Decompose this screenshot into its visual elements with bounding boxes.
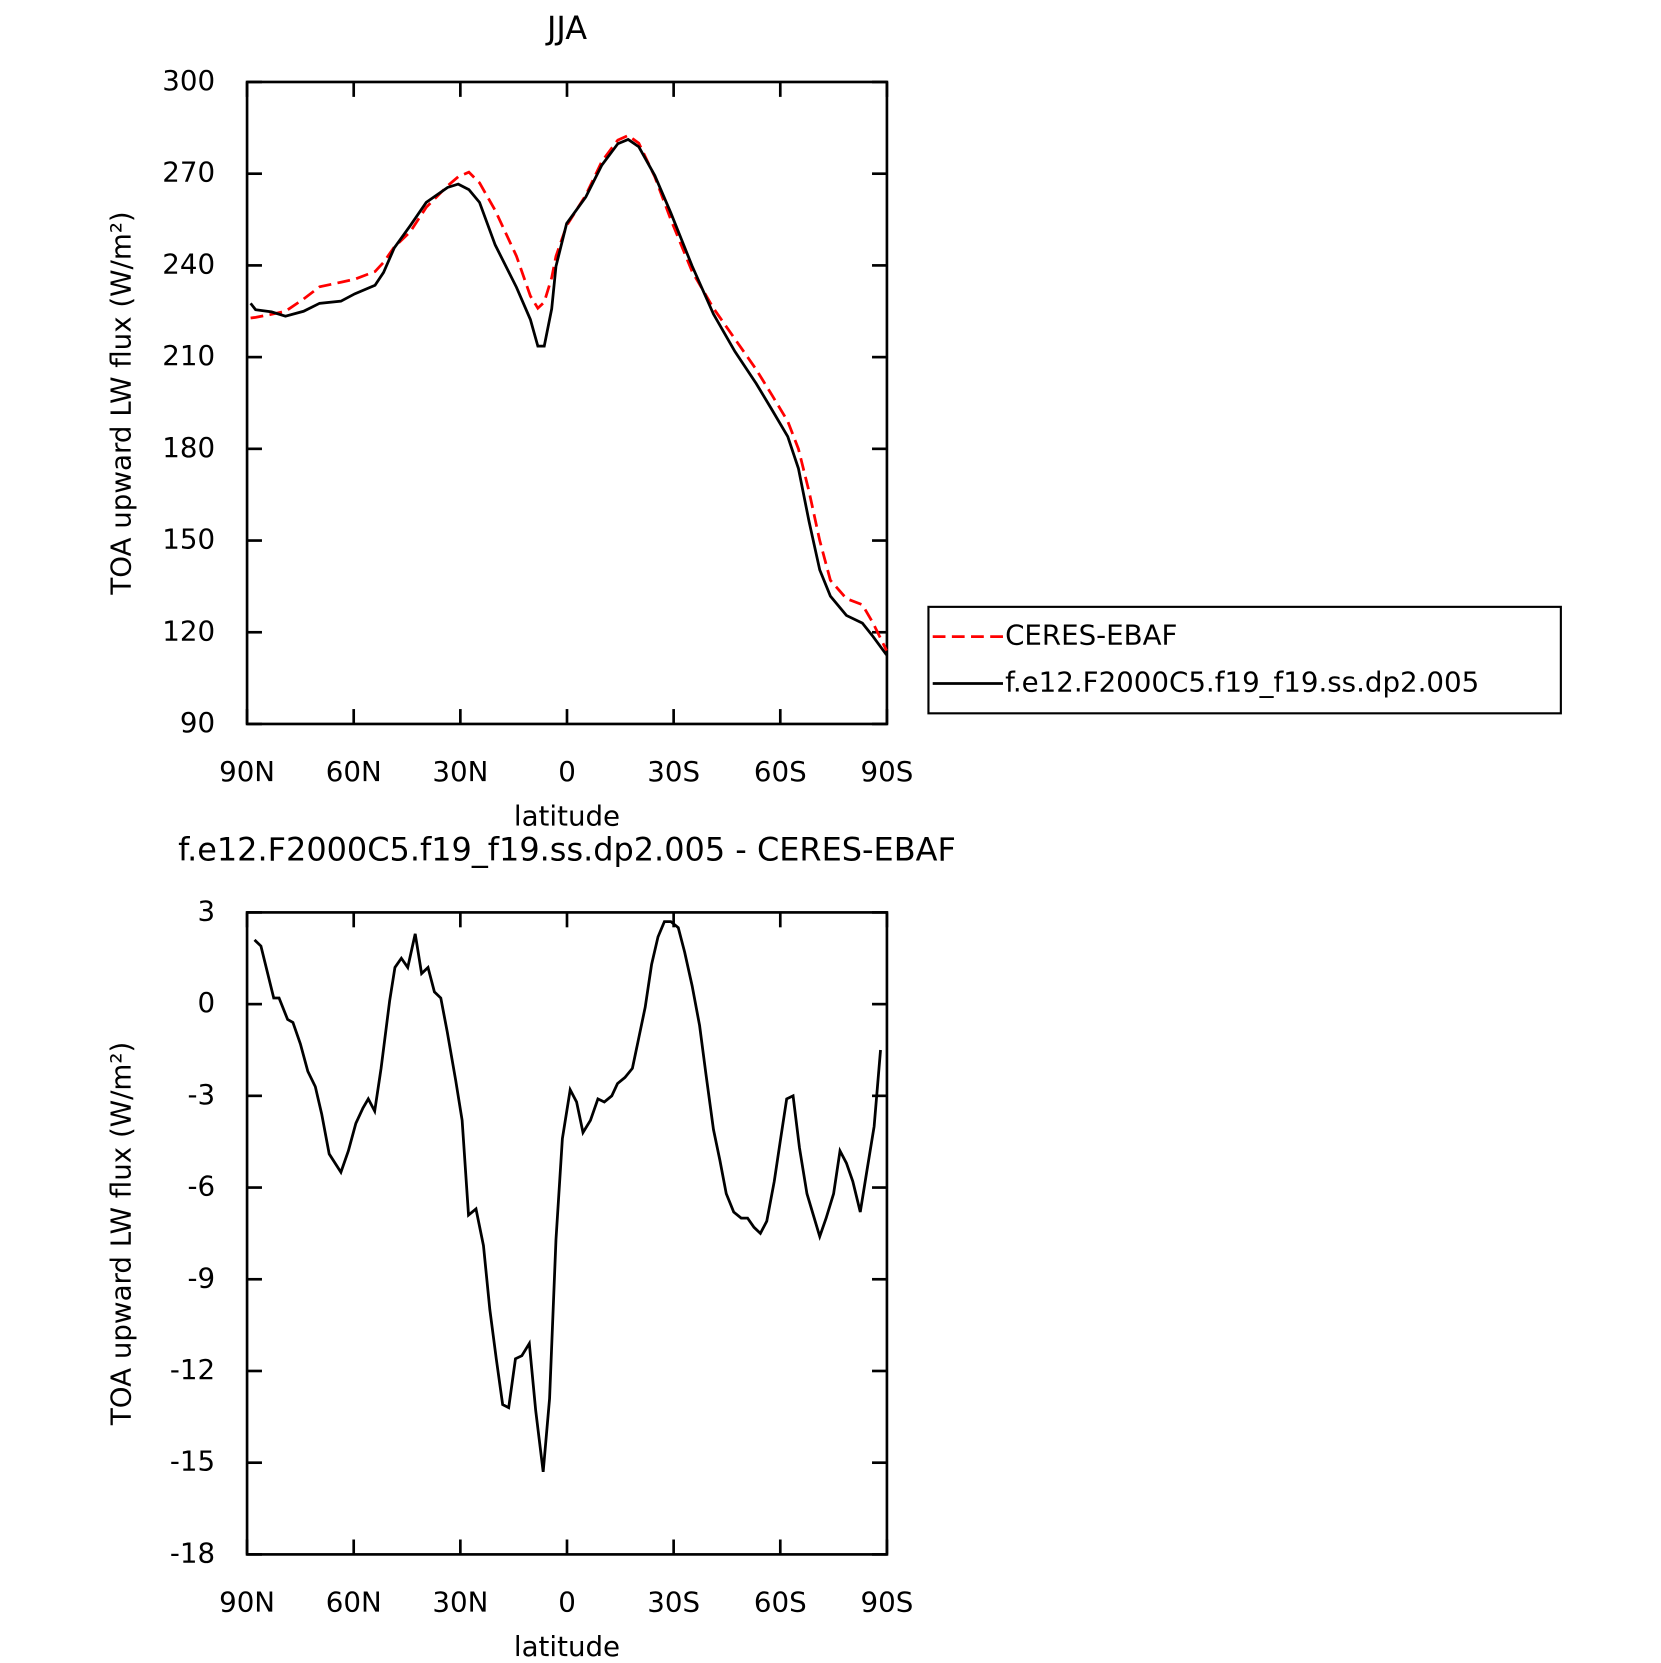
x-tick-label: 60S xyxy=(754,755,807,788)
x-tick-label: 60S xyxy=(754,1585,807,1618)
legend-label: CERES-EBAF xyxy=(1005,619,1177,652)
plot-frame xyxy=(245,80,889,726)
x-tick-label: 30S xyxy=(647,755,700,788)
plot-frame xyxy=(245,911,889,1556)
y-axis-label: TOA upward LW flux (W/m²) xyxy=(105,1042,138,1426)
y-tick-label: 150 xyxy=(162,523,215,556)
x-axis-label: latitude xyxy=(514,1630,620,1663)
x-axis-label: latitude xyxy=(514,800,620,833)
y-tick-label: 120 xyxy=(162,614,215,647)
y-tick-label: 3 xyxy=(198,894,216,927)
y-tick-label: 180 xyxy=(162,431,215,464)
y-tick-label: 300 xyxy=(162,64,215,97)
x-tick-label: 90S xyxy=(861,1585,914,1618)
legend-label: f.e12.F2000C5.f19_f19.ss.dp2.005 xyxy=(1005,666,1479,699)
data-line xyxy=(250,133,888,652)
y-tick-label: -18 xyxy=(170,1536,215,1569)
x-tick-label: 60N xyxy=(326,755,382,788)
y-tick-label: 0 xyxy=(198,986,216,1019)
y-tick-label: 90 xyxy=(180,706,215,739)
x-tick-label: 90N xyxy=(219,1585,275,1618)
y-tick-label: 210 xyxy=(162,339,215,372)
legend-box xyxy=(927,605,1562,715)
x-tick-label: 30N xyxy=(432,1585,488,1618)
y-tick-label: -9 xyxy=(188,1261,216,1294)
y-tick-label: -6 xyxy=(188,1170,216,1203)
x-tick-label: 0 xyxy=(558,755,576,788)
x-tick-label: 30S xyxy=(647,1585,700,1618)
y-tick-label: 270 xyxy=(162,156,215,189)
y-tick-label: -12 xyxy=(170,1353,215,1386)
chart-title: f.e12.F2000C5.f19_f19.ss.dp2.005 - CERES… xyxy=(178,831,956,869)
y-axis-label: TOA upward LW flux (W/m²) xyxy=(105,211,138,595)
y-tick-label: 240 xyxy=(162,247,215,280)
x-tick-label: 90S xyxy=(861,755,914,788)
x-tick-label: 30N xyxy=(432,755,488,788)
x-tick-label: 60N xyxy=(326,1585,382,1618)
x-tick-label: 0 xyxy=(558,1585,576,1618)
y-tick-label: -3 xyxy=(188,1078,216,1111)
chart-title: JJA xyxy=(545,9,587,47)
x-tick-label: 90N xyxy=(219,755,275,788)
data-line xyxy=(253,920,882,1473)
data-line xyxy=(249,137,888,656)
y-tick-label: -15 xyxy=(170,1445,215,1478)
